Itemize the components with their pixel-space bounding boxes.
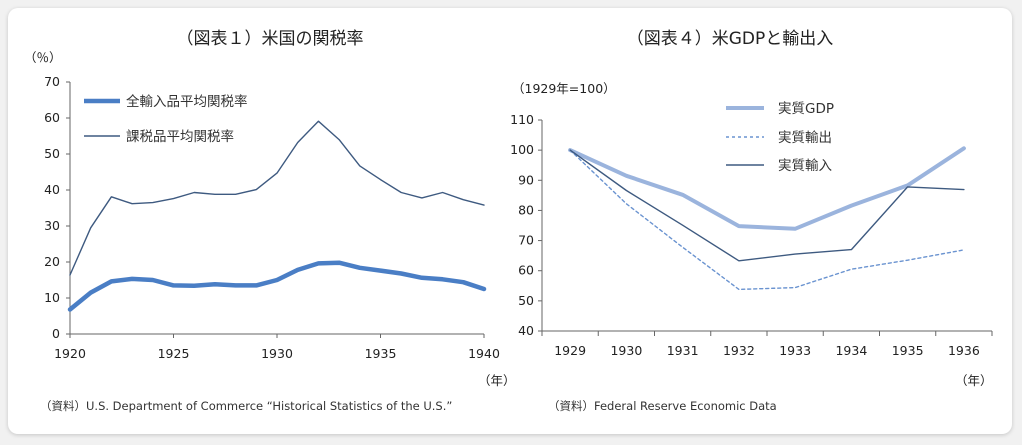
right-y-tick-label: 80 — [518, 202, 534, 217]
left-series-line-2 — [69, 120, 485, 276]
right-y-tick-label: 40 — [518, 323, 534, 338]
left-y-tick-label: 70 — [44, 74, 60, 89]
left-y-tick-label: 30 — [44, 218, 60, 233]
right-y-tick-label: 90 — [518, 172, 534, 187]
right-x-tick-label: 1929 — [554, 343, 586, 358]
right-y-tick-label: 70 — [518, 233, 534, 248]
right-x-unit: （年） — [955, 373, 993, 388]
left-chart-title: （図表１）米国の関税率 — [177, 29, 364, 49]
left-source: （資料）U.S. Department of Commerce “Histori… — [40, 399, 452, 413]
left-y-unit: （％） — [24, 50, 62, 65]
left-x-tick-label: 1940 — [468, 346, 500, 361]
right-series-line-1 — [568, 146, 966, 231]
left-y-tick-label: 60 — [44, 110, 60, 125]
right-series-line-3 — [569, 149, 965, 262]
left-legend-label-1: 全輸入品平均関税率 — [126, 93, 248, 110]
right-series-line-2 — [569, 149, 965, 291]
left-x-tick-label: 1920 — [54, 346, 86, 361]
left-series-line-1 — [67, 260, 487, 312]
right-chart-title: （図表４）米GDPと輸出入 — [627, 29, 834, 49]
right-y-unit: （1929年=100） — [512, 81, 616, 96]
right-x-tick-label: 1935 — [892, 343, 924, 358]
right-y-tick-label: 110 — [510, 112, 534, 127]
right-legend-label-2: 実質輸出 — [778, 130, 832, 146]
left-x-tick-label: 1925 — [158, 346, 190, 361]
right-x-tick-label: 1936 — [948, 343, 980, 358]
left-y-tick-label: 0 — [52, 326, 60, 341]
right-x-tick-label: 1931 — [667, 343, 699, 358]
chart-card — [8, 8, 1012, 434]
left-legend-label-2: 課税品平均関税率 — [126, 128, 234, 145]
left-x-tick-label: 1930 — [261, 346, 293, 361]
right-source: （資料）Federal Reserve Economic Data — [548, 399, 777, 413]
right-x-tick-label: 1934 — [835, 343, 867, 358]
left-y-tick-label: 10 — [44, 290, 60, 305]
left-x-unit: （年） — [478, 373, 516, 388]
right-legend-label-3: 実質輸入 — [778, 158, 832, 174]
left-y-tick-label: 40 — [44, 182, 60, 197]
right-x-tick-label: 1933 — [779, 343, 811, 358]
right-x-tick-label: 1930 — [610, 343, 642, 358]
left-y-tick-label: 20 — [44, 254, 60, 269]
left-y-tick-label: 50 — [44, 146, 60, 161]
right-y-tick-label: 60 — [518, 263, 534, 278]
left-x-tick-label: 1935 — [365, 346, 397, 361]
right-y-tick-label: 50 — [518, 293, 534, 308]
right-x-tick-label: 1932 — [723, 343, 755, 358]
right-legend-label-1: 実質GDP — [778, 101, 834, 117]
right-y-tick-label: 100 — [510, 142, 534, 157]
